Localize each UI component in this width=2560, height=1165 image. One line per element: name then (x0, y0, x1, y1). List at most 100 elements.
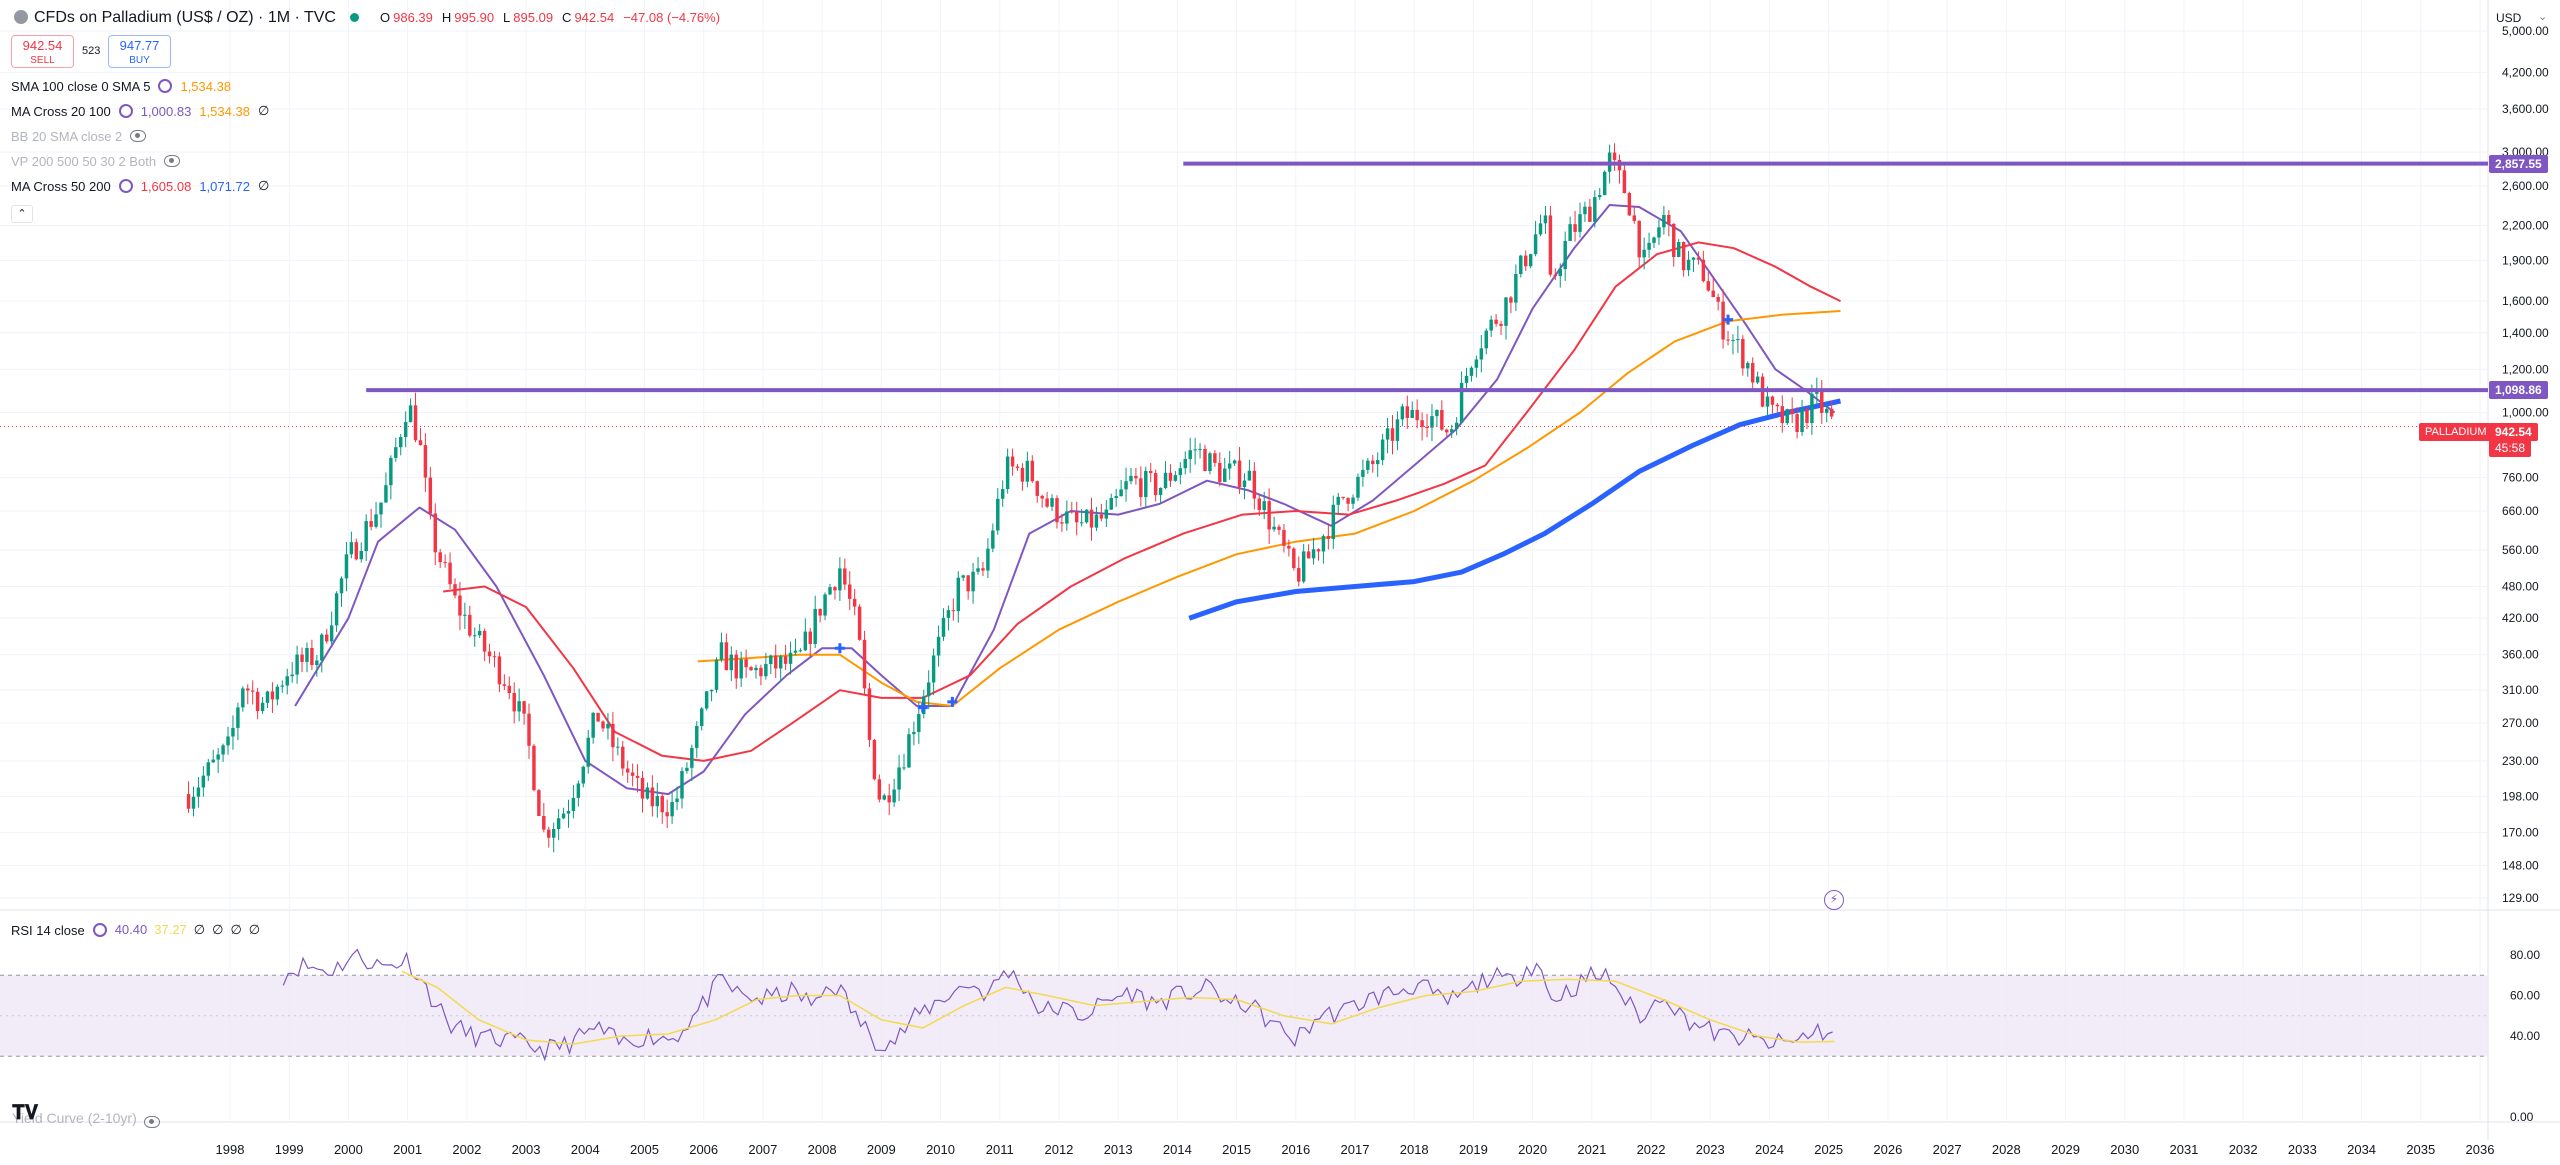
sell-button[interactable]: 942.54 SELL (11, 35, 74, 68)
time-tick-label: 2027 (1933, 1142, 1962, 1157)
symbol-title[interactable]: CFDs on Palladium (US$ / OZ) · 1M · TVC (34, 9, 336, 26)
candle-body (1548, 215, 1553, 275)
rsi-line (282, 948, 1833, 1062)
candle-body (339, 578, 344, 594)
candle-body (1203, 448, 1207, 472)
legend-row-3[interactable]: VP 200 500 50 30 2 Both (11, 151, 181, 171)
candle-body (1070, 511, 1074, 513)
candle-body (823, 594, 827, 616)
time-tick-label: 2000 (334, 1142, 363, 1157)
rsi-legend-label[interactable]: RSI 14 close (11, 922, 85, 938)
candle-body (897, 767, 901, 790)
price-tick-label: 1,200.00 (2502, 362, 2549, 376)
candle-body (542, 816, 546, 830)
candle-body (285, 676, 289, 686)
candle-body (1306, 551, 1311, 559)
horizontal-levels[interactable] (0, 161, 2488, 428)
last-price-tag: 942.54 (2489, 423, 2538, 441)
time-tick-label: 2024 (1755, 1142, 1784, 1157)
candle-body (862, 639, 867, 689)
candle-body (1528, 254, 1533, 267)
collapse-legend-button[interactable]: ⌃ (11, 205, 33, 223)
candle-body (196, 787, 201, 797)
candle-body (1780, 406, 1785, 424)
ma-line-3 (1188, 398, 1842, 621)
settings-icon[interactable] (118, 179, 133, 193)
rsi-legend-value: ∅ (230, 922, 242, 937)
candle-body (354, 542, 359, 560)
axes: 5,000.004,200.003,600.003,000.002,600.00… (216, 24, 2549, 1157)
candle-body (699, 708, 704, 726)
candle-body (191, 796, 196, 809)
candle-body (709, 689, 714, 692)
candle-body (473, 635, 477, 637)
candle-body (1726, 339, 1730, 341)
candle-body (1316, 549, 1321, 552)
currency-label[interactable]: USD (2496, 11, 2522, 25)
buy-button[interactable]: 947.77 BUY (108, 35, 171, 68)
candle-body (1676, 242, 1681, 257)
candle-body (887, 795, 891, 803)
candle-body (1504, 297, 1508, 326)
candle-body (1168, 472, 1173, 481)
ma-line-1 (443, 241, 1841, 762)
watermark-visibility-icon[interactable] (144, 1116, 160, 1128)
candle-body (1435, 410, 1439, 417)
candle-body (951, 610, 956, 612)
time-tick-label: 2008 (808, 1142, 837, 1157)
candle-body (650, 787, 655, 807)
candle-body (1292, 548, 1296, 569)
candle-body (1060, 522, 1064, 524)
rsi-settings-icon[interactable] (92, 923, 107, 937)
candle-body (1805, 408, 1809, 423)
candle-body (433, 513, 437, 553)
candle-body (1464, 375, 1469, 383)
legend-row-0[interactable]: SMA 100 close 0 SMA 5 1,534.38 (11, 76, 231, 96)
candle-body (1558, 269, 1562, 277)
currency-chevron-down-icon[interactable]: ⌄ (2538, 11, 2548, 23)
legend-row-1[interactable]: MA Cross 20 100 1,000.83 1,534.38 ∅ (11, 101, 269, 121)
ma-cross-marker (834, 643, 845, 654)
candle-body (522, 701, 526, 714)
candle-body (408, 405, 413, 423)
tradingview-logo-icon: 𝐓𝐕 (12, 1102, 39, 1124)
candle-body (1148, 470, 1153, 474)
close-label: C (562, 10, 572, 25)
legend-label: BB 20 SMA close 2 (11, 128, 123, 144)
candle-body (403, 422, 408, 438)
candle-body (1183, 458, 1187, 469)
candle-body (1765, 396, 1770, 407)
hidden-eye-icon[interactable] (164, 155, 181, 167)
buy-label: BUY (129, 55, 150, 66)
spread-value: 523 (82, 45, 101, 57)
rsi-tick-label: 40.00 (2510, 1029, 2540, 1043)
candle-body (492, 656, 497, 658)
candle-body (724, 642, 729, 671)
candle-body (1301, 551, 1306, 582)
candle-body (685, 767, 689, 772)
ma-cross-marker (917, 702, 928, 713)
time-tick-label: 2025 (1814, 1142, 1843, 1157)
settings-icon[interactable] (158, 79, 173, 93)
lightning-icon[interactable]: ⚡ (1824, 890, 1844, 910)
candle-body (517, 701, 521, 712)
candle-body (295, 654, 299, 675)
candle-body (719, 642, 724, 660)
candle-body (1119, 489, 1123, 497)
candle-body (852, 598, 857, 607)
candle-body (1065, 511, 1069, 524)
candle-body (1089, 509, 1094, 528)
ma-cross-marker (947, 696, 958, 707)
candle-body (640, 777, 645, 799)
candle-body (334, 593, 339, 626)
settings-icon[interactable] (118, 104, 133, 118)
candle-body (734, 654, 738, 679)
legend-row-4[interactable]: MA Cross 50 200 1,605.08 1,071.72 ∅ (11, 176, 269, 196)
candle-body (255, 691, 260, 712)
candle-body (1736, 338, 1740, 341)
hidden-eye-icon[interactable] (130, 130, 147, 142)
open-label: O (380, 10, 391, 25)
legend-row-2[interactable]: BB 20 SMA close 2 (11, 126, 147, 146)
candle-body (1523, 255, 1528, 267)
